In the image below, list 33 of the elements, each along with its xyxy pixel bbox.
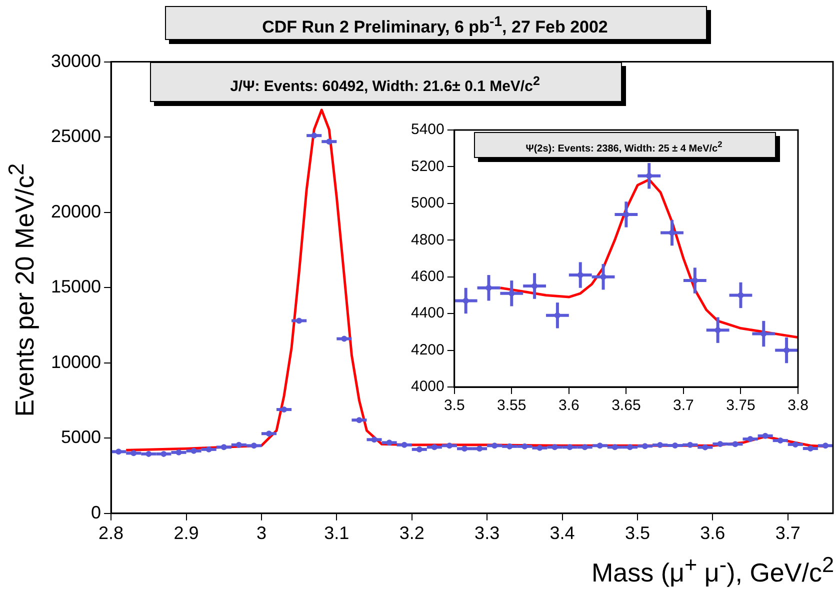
x-tick-label: 3.65 [612, 397, 641, 414]
y-tick-label: 4400 [410, 304, 444, 322]
x-tick-label: 3.2 [399, 523, 424, 544]
x-tick-label: 3.6 [700, 523, 726, 544]
x-tick-label: 3.7 [775, 523, 800, 544]
y-tick-label: 20000 [50, 201, 102, 222]
x-tick-label: 2.9 [174, 523, 199, 544]
x-tick-label: 3.8 [788, 397, 808, 414]
y-tick-label: 15000 [50, 276, 102, 297]
x-tick-label: 3.1 [324, 523, 350, 544]
x-tick-label: 3.75 [726, 397, 756, 414]
y-tick-label: 10000 [50, 352, 102, 372]
x-tick-label: 2.8 [98, 523, 124, 544]
x-tick-label: 3.5 [444, 397, 465, 414]
y-tick-label: 5200 [410, 158, 444, 175]
y-tick-label: 30000 [50, 50, 102, 71]
x-axis-title: Mass (μ$^{+}$ μ$^{-}$), GeV/c$^{2}$ [592, 552, 834, 589]
y-tick-label: 4800 [410, 231, 444, 248]
x-tick-label: 3.6 [558, 397, 580, 414]
x-tick-label: 3.3 [474, 523, 500, 544]
x-tick-label: 3.5 [624, 523, 650, 544]
y-tick-label: 5000 [410, 194, 444, 212]
y-tick-label: 4000 [410, 378, 444, 396]
y-tick-label: 4600 [410, 268, 444, 285]
x-tick-label: 3.55 [497, 397, 526, 414]
y-tick-label: 25000 [50, 126, 102, 146]
y-tick-label: 5000 [61, 427, 102, 448]
y-tick-label: 4200 [410, 341, 444, 358]
x-tick-label: 3.7 [673, 397, 694, 414]
y-tick-label: 5400 [410, 121, 444, 138]
x-tick-label: 3.4 [550, 523, 575, 544]
y-tick-label: 0 [91, 502, 102, 522]
x-tick-label: 3 [256, 523, 266, 544]
